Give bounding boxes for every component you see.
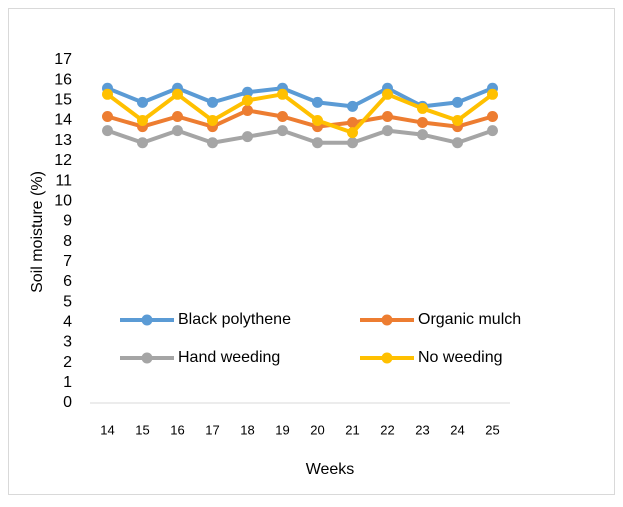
y-tick-label: 7 xyxy=(63,253,72,270)
legend-label: Black polythene xyxy=(178,311,291,328)
legend-label: Organic mulch xyxy=(418,311,521,328)
y-tick-label: 15 xyxy=(54,92,72,109)
x-tick-label: 16 xyxy=(170,422,184,437)
legend-label: No weeding xyxy=(418,349,503,366)
data-point xyxy=(172,125,183,137)
x-tick-label: 19 xyxy=(275,422,289,437)
series-line xyxy=(106,128,494,145)
y-tick-label: 3 xyxy=(63,334,72,351)
x-tick-label: 14 xyxy=(100,422,114,437)
x-tick-label: 18 xyxy=(240,422,254,437)
data-point xyxy=(417,117,428,129)
y-axis-label: Soil moisture (%) xyxy=(29,171,46,293)
y-tick-label: 16 xyxy=(54,71,72,88)
y-tick-label: 2 xyxy=(63,354,72,371)
data-point xyxy=(137,137,148,149)
y-tick-label: 9 xyxy=(63,213,72,230)
data-point xyxy=(242,104,253,116)
y-tick-label: 6 xyxy=(63,273,72,290)
data-point xyxy=(487,110,498,122)
data-point xyxy=(137,115,148,127)
x-axis-label: Weeks xyxy=(306,461,355,478)
y-tick-label: 5 xyxy=(63,293,72,310)
data-point xyxy=(417,102,428,114)
x-tick-label: 24 xyxy=(450,422,464,437)
data-point xyxy=(102,110,113,122)
data-point xyxy=(312,96,323,108)
x-tick-label: 20 xyxy=(310,422,324,437)
data-point xyxy=(277,88,288,100)
legend-label: Hand weeding xyxy=(178,349,280,366)
y-tick-label: 14 xyxy=(54,112,72,129)
y-tick-label: 8 xyxy=(63,233,72,250)
y-tick-label: 17 xyxy=(54,51,72,68)
y-tick-label: 10 xyxy=(54,192,72,209)
y-tick-label: 11 xyxy=(55,172,72,189)
x-tick-label: 15 xyxy=(135,422,149,437)
data-point xyxy=(277,125,288,137)
legend-marker xyxy=(381,352,393,364)
data-point xyxy=(312,137,323,149)
series-line xyxy=(106,86,494,109)
data-point xyxy=(242,131,253,143)
data-point xyxy=(382,110,393,122)
data-point xyxy=(102,88,113,100)
y-tick-label: 4 xyxy=(63,314,72,331)
y-tick-label: 12 xyxy=(54,152,72,169)
data-point xyxy=(312,115,323,127)
data-point xyxy=(347,127,358,139)
data-point xyxy=(242,86,253,98)
data-point xyxy=(277,110,288,122)
data-point xyxy=(102,125,113,137)
data-point xyxy=(382,125,393,137)
x-tick-label: 23 xyxy=(415,422,429,437)
data-point xyxy=(347,137,358,149)
data-point xyxy=(347,100,358,112)
y-tick-label: 13 xyxy=(54,132,72,149)
data-point xyxy=(242,94,253,106)
data-point xyxy=(207,115,218,127)
data-point xyxy=(172,110,183,122)
legend-marker xyxy=(381,314,393,326)
series-line xyxy=(106,108,494,129)
data-point xyxy=(417,129,428,141)
y-tick-label: 1 xyxy=(63,374,72,391)
data-point xyxy=(382,88,393,100)
data-point xyxy=(207,96,218,108)
data-point xyxy=(452,137,463,149)
legend-marker xyxy=(141,352,153,364)
y-tick-label: 0 xyxy=(63,394,72,411)
x-tick-label: 22 xyxy=(380,422,394,437)
data-point xyxy=(137,96,148,108)
x-tick-label: 21 xyxy=(345,422,359,437)
data-point xyxy=(172,88,183,100)
data-point xyxy=(207,137,218,149)
legend-marker xyxy=(141,314,153,326)
data-point xyxy=(452,115,463,127)
data-point xyxy=(347,117,358,129)
series-line xyxy=(106,92,494,135)
data-point xyxy=(452,96,463,108)
x-tick-label: 17 xyxy=(205,422,219,437)
data-point xyxy=(487,125,498,137)
x-tick-label: 25 xyxy=(485,422,499,437)
data-point xyxy=(487,88,498,100)
